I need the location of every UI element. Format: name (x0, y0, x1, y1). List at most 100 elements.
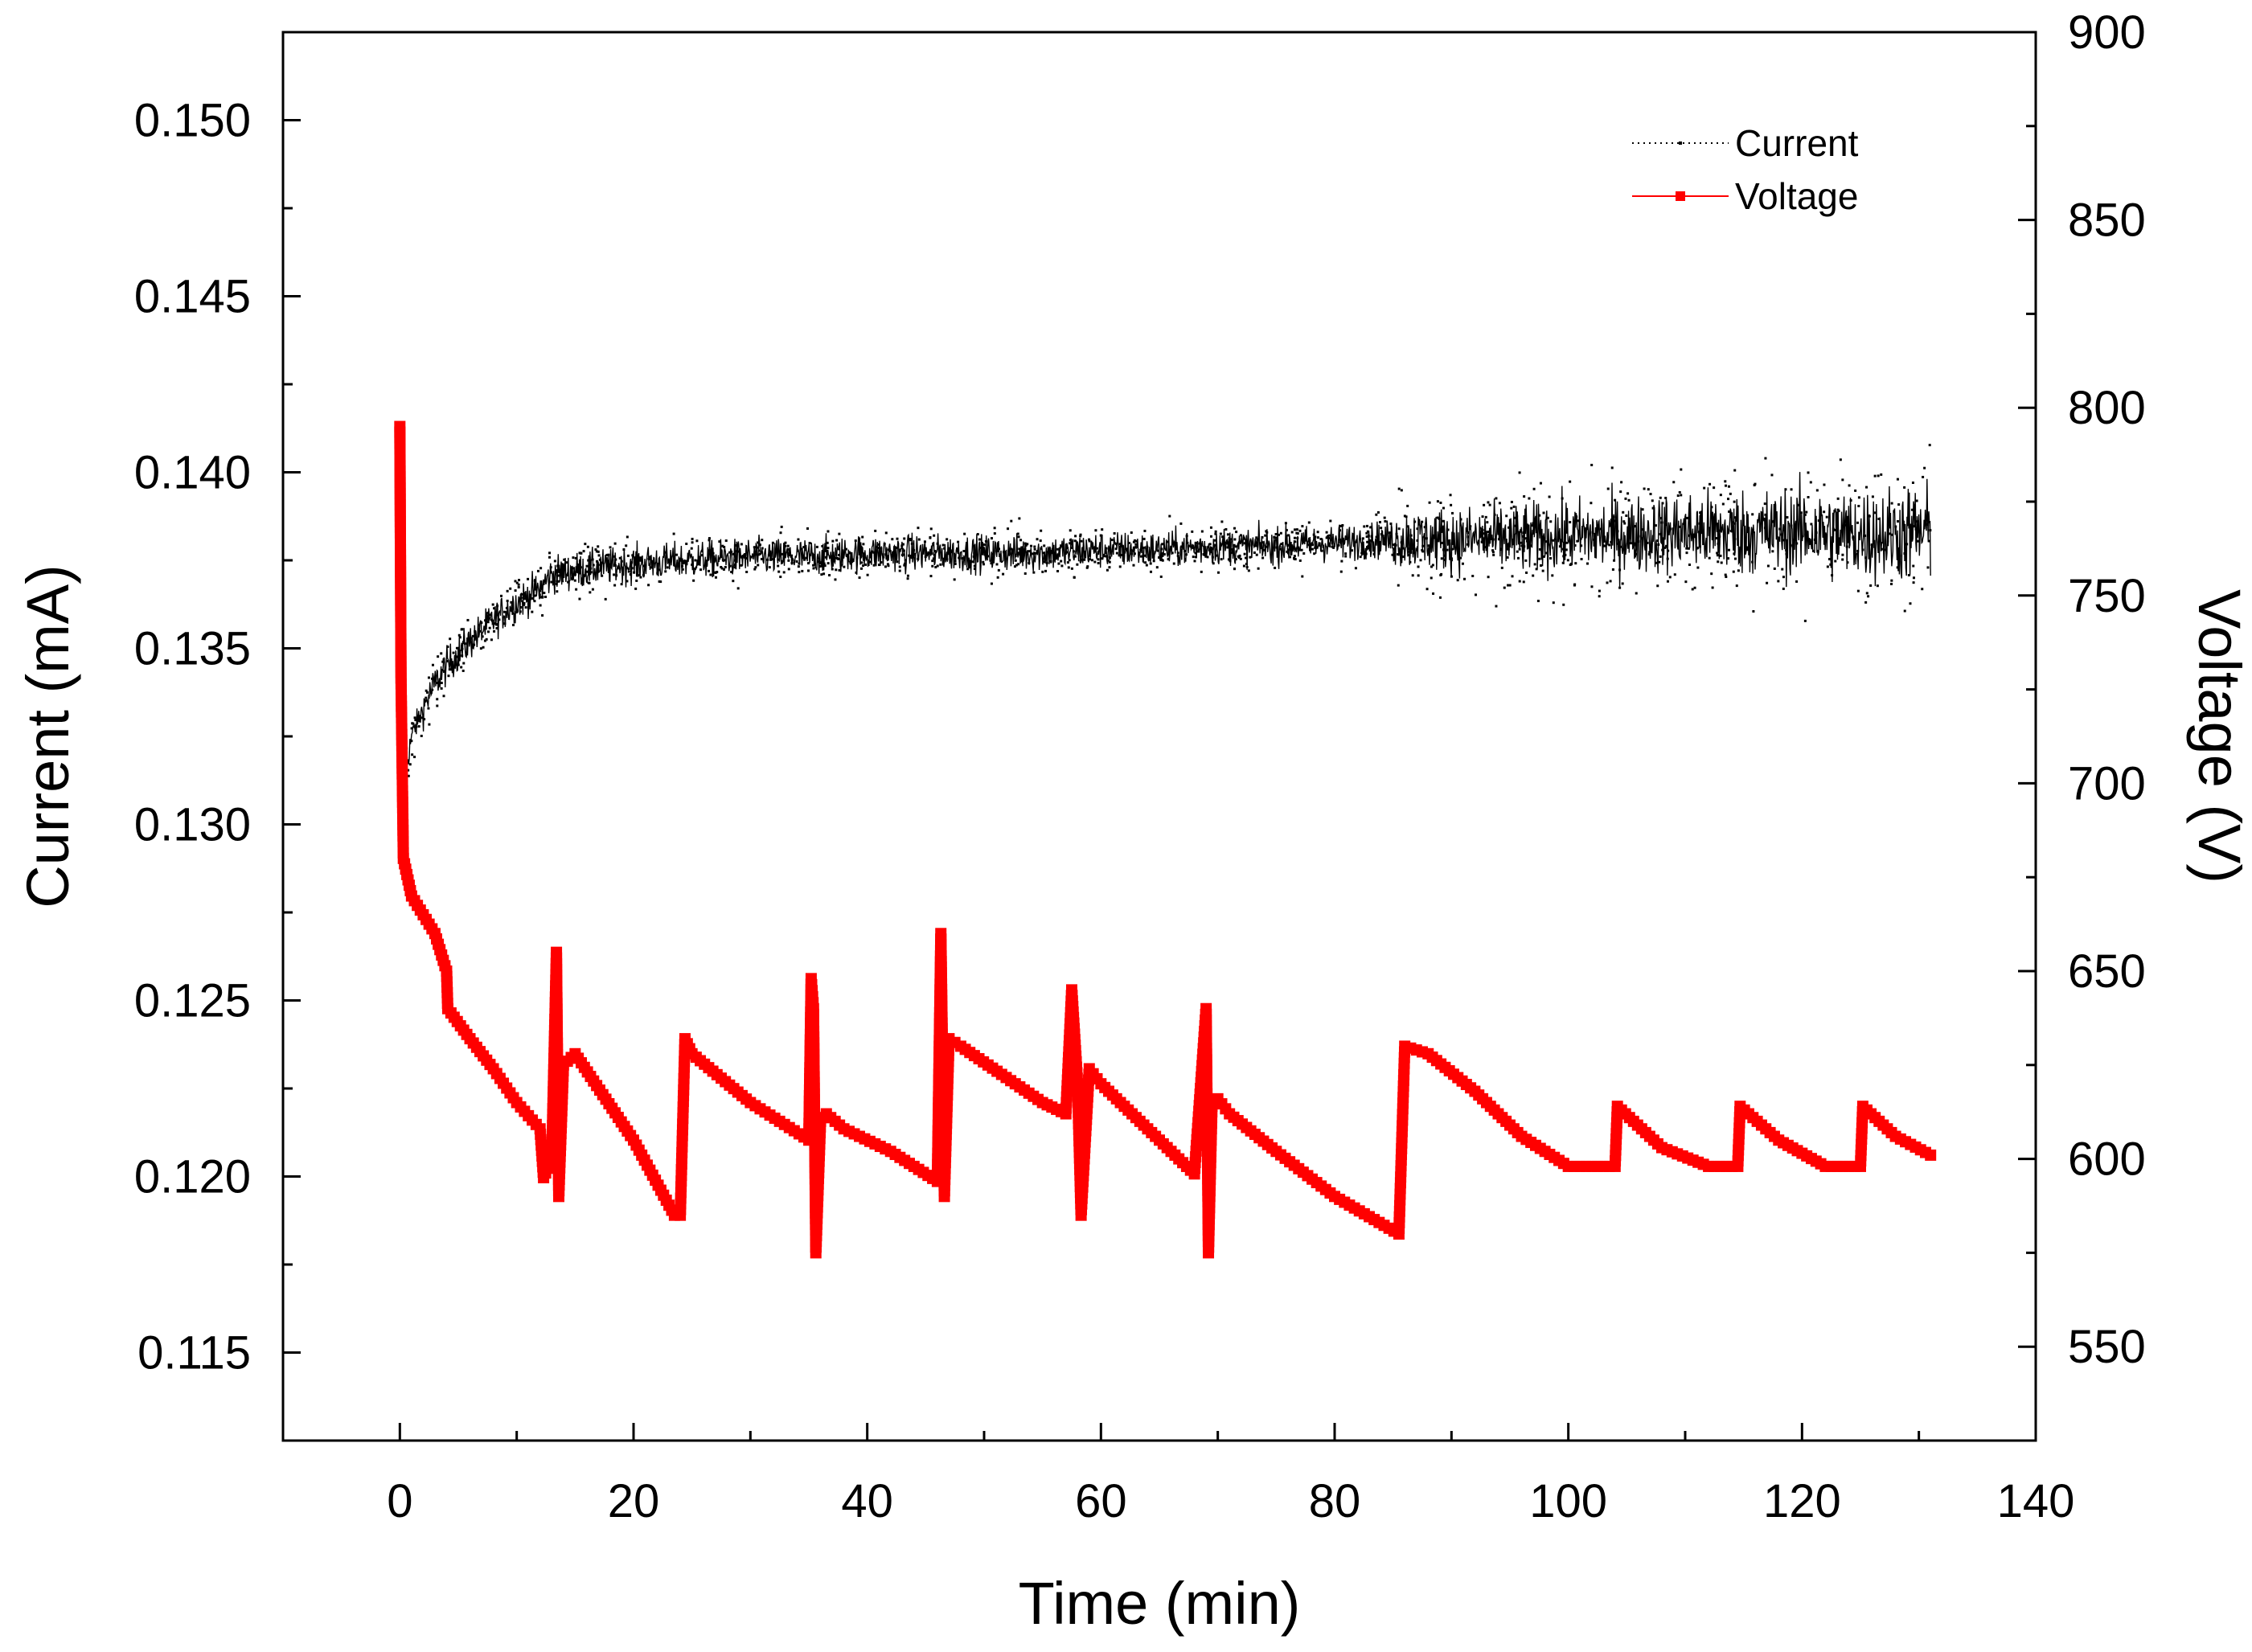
current-point (1017, 563, 1020, 566)
current-point (1717, 542, 1720, 545)
current-point (991, 558, 995, 561)
current-point (572, 556, 575, 560)
current-point (1659, 555, 1662, 558)
current-point (1831, 574, 1834, 577)
current-point (1770, 473, 1774, 477)
current-point (1922, 475, 1925, 478)
current-point (1119, 544, 1122, 547)
current-point (801, 569, 804, 572)
current-point (877, 546, 880, 549)
current-point (452, 665, 455, 668)
current-point (694, 568, 697, 571)
current-point (1834, 528, 1837, 531)
current-point (720, 565, 723, 568)
current-point (480, 621, 483, 625)
current-point (1450, 557, 1454, 560)
current-point (917, 538, 921, 541)
current-point (1128, 541, 1131, 544)
current-point (1052, 552, 1056, 555)
current-point (1907, 574, 1910, 577)
current-point (1839, 458, 1842, 461)
current-point (1710, 506, 1713, 509)
current-point (1263, 548, 1266, 551)
current-point (714, 576, 717, 579)
current-point (1729, 492, 1732, 495)
current-point (1380, 527, 1383, 530)
current-point (586, 570, 589, 573)
current-point (1469, 525, 1472, 528)
current-point (608, 568, 611, 572)
current-point (1836, 497, 1840, 500)
current-point (1146, 545, 1149, 548)
current-point (1311, 543, 1314, 547)
current-point (452, 651, 455, 654)
current-point (1729, 514, 1733, 518)
current-point (1691, 588, 1694, 591)
current-point (1507, 584, 1510, 587)
current-point (1354, 567, 1357, 570)
current-point (1487, 531, 1490, 534)
current-point (1797, 503, 1800, 506)
current-point (573, 579, 576, 582)
current-point (1926, 523, 1930, 526)
current-point (666, 566, 669, 569)
current-point (536, 569, 539, 572)
current-point (519, 610, 522, 613)
current-point (740, 564, 743, 567)
voltage-point (1925, 1149, 1937, 1161)
current-point (917, 527, 920, 530)
current-point (1101, 528, 1104, 531)
current-point (1209, 526, 1212, 529)
current-point (694, 559, 697, 562)
current-point (1212, 562, 1215, 565)
current-point (555, 582, 558, 585)
current-point (597, 545, 600, 548)
current-point (1402, 547, 1405, 550)
current-point (1606, 487, 1610, 490)
current-point (929, 575, 933, 578)
current-point (1841, 553, 1844, 556)
current-point (1618, 586, 1622, 589)
current-point (584, 574, 587, 577)
current-point (996, 576, 999, 579)
current-point (787, 547, 790, 551)
current-point (1530, 524, 1533, 527)
current-point (1150, 570, 1153, 573)
current-point (523, 601, 526, 605)
current-point (1407, 539, 1410, 542)
current-point (933, 553, 936, 556)
current-point (425, 696, 428, 699)
current-point (790, 554, 794, 557)
current-point (1007, 527, 1010, 531)
current-point (861, 535, 864, 539)
current-point (607, 553, 610, 556)
current-point (1873, 511, 1877, 514)
current-point (470, 637, 473, 640)
current-point (1016, 532, 1019, 535)
current-point (1771, 550, 1774, 553)
current-point (847, 551, 851, 555)
current-point (1194, 555, 1197, 559)
current-point (1294, 540, 1297, 543)
current-point (1228, 540, 1231, 543)
current-point (1535, 568, 1538, 571)
current-point (1145, 564, 1148, 567)
current-point (1923, 466, 1926, 469)
current-point (995, 550, 999, 553)
current-point (582, 550, 585, 553)
current-point (1417, 574, 1420, 577)
voltage-series (394, 420, 1937, 1259)
current-point (1857, 504, 1860, 507)
current-point (589, 567, 593, 570)
current-point (1057, 562, 1060, 565)
current-point (1421, 548, 1424, 551)
current-point (586, 545, 589, 548)
current-point (1482, 532, 1485, 535)
current-point (1484, 515, 1487, 519)
current-point (1751, 560, 1754, 564)
current-point (1516, 514, 1519, 518)
y-tick-label: 0.130 (134, 799, 251, 851)
current-point (1430, 576, 1433, 580)
current-point (1312, 533, 1315, 536)
current-point (1286, 543, 1289, 547)
